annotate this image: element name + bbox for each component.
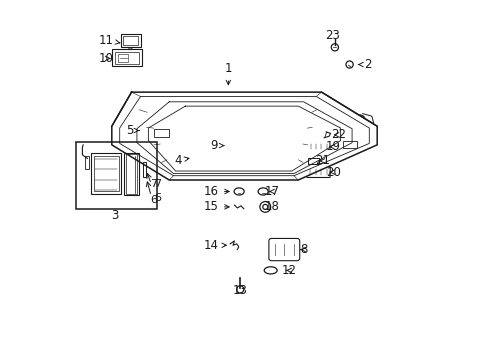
Text: 14: 14 bbox=[203, 239, 226, 252]
Bar bbox=[124, 153, 139, 195]
Text: 6: 6 bbox=[150, 195, 157, 205]
Text: 2: 2 bbox=[358, 58, 371, 71]
Bar bbox=[115, 51, 139, 64]
Text: 16: 16 bbox=[203, 185, 229, 198]
Bar bbox=[91, 153, 121, 194]
Bar bbox=[76, 142, 156, 209]
Bar bbox=[143, 162, 146, 177]
Bar bbox=[308, 158, 319, 164]
Bar bbox=[125, 154, 137, 194]
Text: 22: 22 bbox=[330, 128, 345, 141]
Text: 5: 5 bbox=[126, 124, 139, 137]
Text: 8: 8 bbox=[299, 243, 307, 256]
Text: 7: 7 bbox=[154, 179, 161, 189]
Bar bbox=[343, 141, 356, 148]
Bar bbox=[85, 156, 89, 169]
Text: 12: 12 bbox=[281, 264, 296, 277]
Text: 21: 21 bbox=[315, 154, 329, 167]
Text: 17: 17 bbox=[264, 185, 280, 198]
Text: 18: 18 bbox=[264, 201, 279, 213]
Text: 1: 1 bbox=[224, 62, 232, 85]
Bar bbox=[118, 54, 128, 62]
Bar bbox=[112, 49, 142, 66]
Text: 6: 6 bbox=[154, 193, 161, 203]
Text: 23: 23 bbox=[324, 29, 339, 42]
Text: 13: 13 bbox=[232, 284, 247, 297]
Text: 4: 4 bbox=[174, 154, 188, 167]
Bar bbox=[121, 34, 140, 47]
Text: 7: 7 bbox=[150, 179, 157, 189]
Text: 15: 15 bbox=[203, 201, 229, 213]
Bar bbox=[93, 156, 119, 192]
Text: 3: 3 bbox=[111, 210, 118, 222]
Text: 9: 9 bbox=[210, 139, 224, 152]
Bar bbox=[154, 129, 169, 137]
Text: 20: 20 bbox=[325, 166, 340, 179]
Bar bbox=[123, 36, 138, 45]
Text: 10: 10 bbox=[99, 52, 114, 65]
Polygon shape bbox=[112, 92, 376, 180]
Text: 19: 19 bbox=[325, 140, 340, 153]
Text: 11: 11 bbox=[99, 34, 120, 47]
